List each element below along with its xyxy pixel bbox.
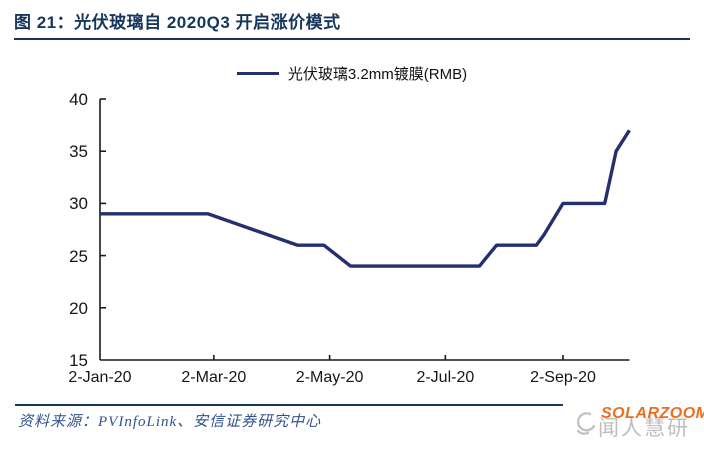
- solarzoom-logo-icon: [576, 412, 596, 435]
- x-tick-label: 2-Mar-20: [181, 369, 247, 386]
- legend-line-sample: [236, 71, 279, 75]
- footer-divider: [15, 404, 563, 406]
- figure-title: 图 21：光伏玻璃自 2020Q3 开启涨价模式: [14, 13, 341, 32]
- x-tick-label: 2-Jul-20: [416, 369, 475, 386]
- y-tick-label: 25: [69, 246, 88, 266]
- x-tick-label: 2-Sep-20: [530, 369, 596, 386]
- y-tick-label: 30: [69, 194, 88, 214]
- y-tick-label: 20: [69, 298, 88, 318]
- x-tick-label: 2-May-20: [295, 369, 364, 386]
- legend-series-label: 光伏玻璃3.2mm镀膜(RMB): [287, 65, 468, 83]
- chart-legend: 光伏玻璃3.2mm镀膜(RMB): [0, 63, 704, 83]
- title-underline: [14, 38, 690, 40]
- y-tick-label: 15: [69, 351, 88, 370]
- watermark-brand-text: SOLARZOOM: [601, 405, 704, 422]
- x-tick-label: 2-Jan-20: [68, 369, 132, 386]
- watermark-gray-text: 闻人慧研: [598, 416, 690, 440]
- price-series-line: [100, 129, 631, 268]
- y-tick-label: 35: [69, 142, 88, 162]
- source-attribution: 资料来源：PVInfoLink、安信证券研究中心: [18, 414, 322, 430]
- y-tick-label: 40: [69, 90, 88, 109]
